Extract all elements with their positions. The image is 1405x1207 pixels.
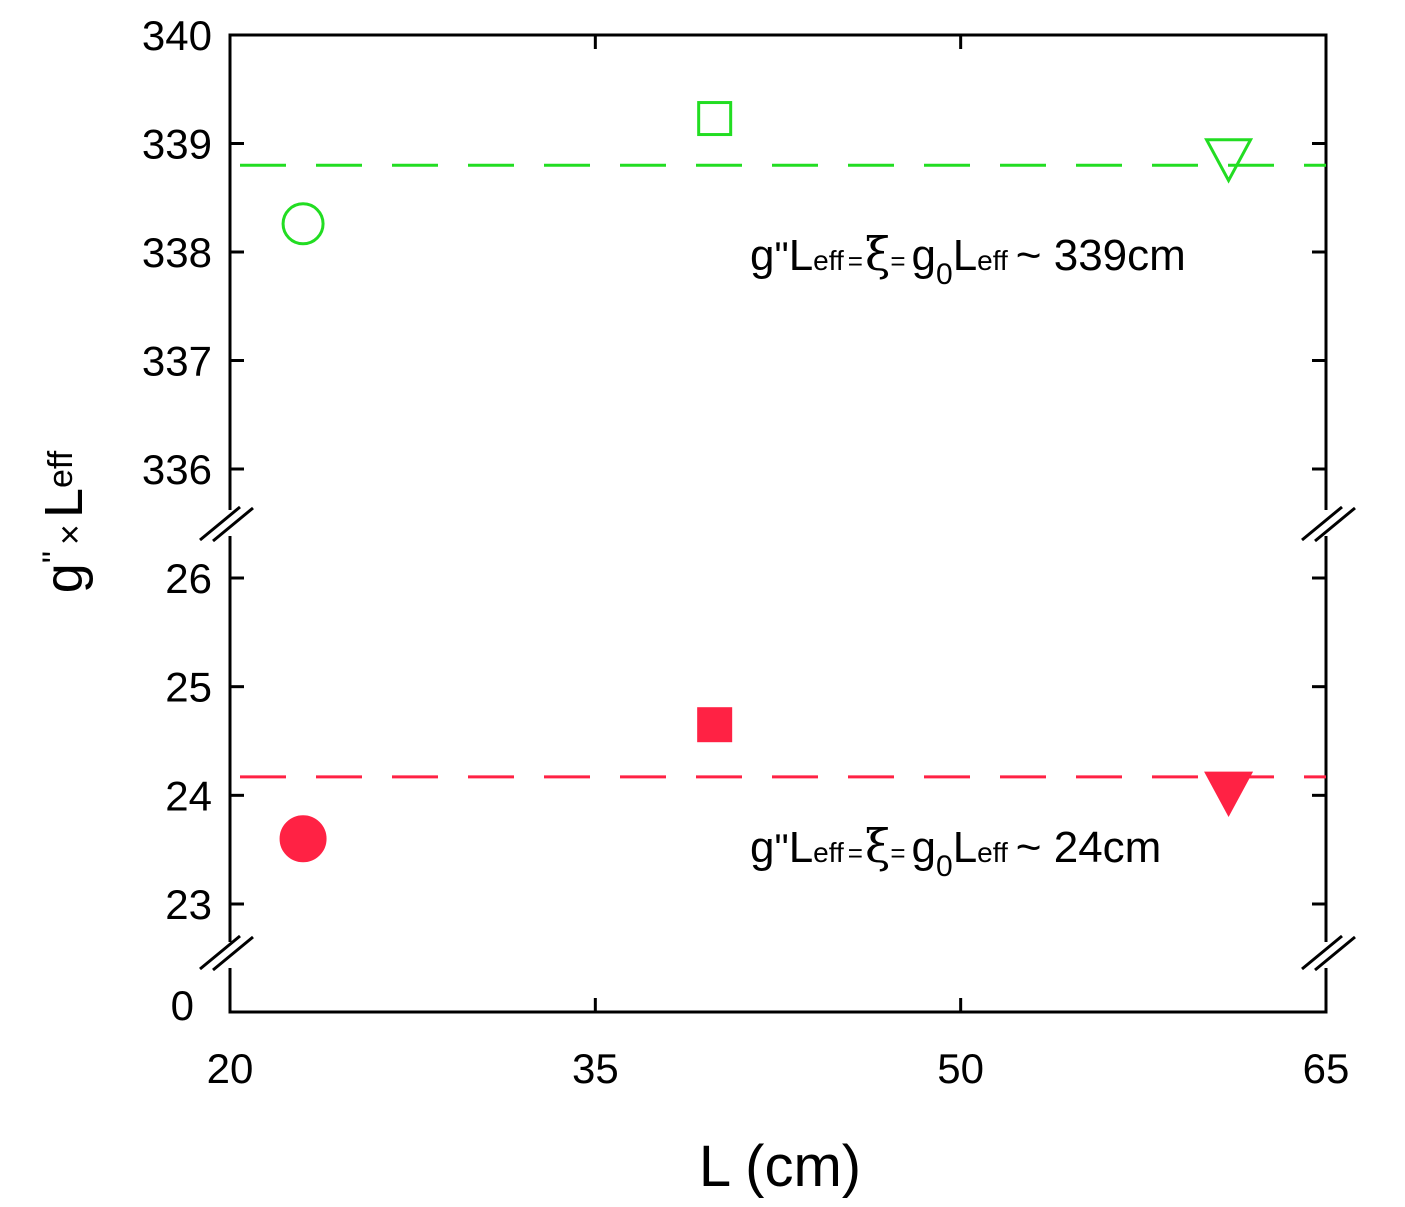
annotation-lower: g"Leff =ξ= g0Leff ~ 24cm <box>750 819 1161 883</box>
y-label-L: L <box>34 488 94 518</box>
y-tick-label: 338 <box>142 229 212 276</box>
axis-break-right-lower <box>1301 934 1356 972</box>
y-tick-label: 23 <box>165 881 212 928</box>
upper-triangle-marker <box>1204 138 1254 184</box>
y-label-times: × <box>49 524 90 545</box>
upper-circle-marker <box>281 202 325 246</box>
y-label-prime: " <box>36 551 74 563</box>
y-tick-label: 25 <box>165 664 212 711</box>
y-label-g: g <box>34 563 94 593</box>
axis-break-left-lower <box>199 934 254 972</box>
x-tick-label: 50 <box>937 1045 984 1092</box>
axis-break-left-upper <box>199 505 254 543</box>
x-axis-label: L (cm) <box>699 1134 861 1199</box>
y-tick-label: 340 <box>142 12 212 59</box>
upper-square-marker <box>697 101 733 137</box>
y-tick-label: 24 <box>165 772 212 819</box>
y-tick-label: 336 <box>142 446 212 493</box>
lower-circle-marker <box>279 815 327 863</box>
y-tick-label: 339 <box>142 121 212 168</box>
x-tick-label: 20 <box>207 1045 254 1092</box>
x-tick-label: 35 <box>572 1045 619 1092</box>
y-axis-label: g" × Leff <box>34 450 94 593</box>
axis-break-right-upper <box>1301 505 1356 543</box>
y-tick-label: 26 <box>165 555 212 602</box>
data-markers <box>279 101 1254 863</box>
x-tick-label: 65 <box>1303 1045 1350 1092</box>
y-label-eff: eff <box>42 450 80 488</box>
svg-text:g"×Leff: g" × Leff <box>34 450 94 593</box>
lower-square-marker <box>697 707 733 743</box>
y-tick-label: 0 <box>171 982 194 1029</box>
lower-triangle-marker <box>1204 771 1254 818</box>
annotation-upper: g"Leff =ξ= g0Leff ~ 339cm <box>750 227 1186 291</box>
axis-ticks <box>228 33 1328 1012</box>
y-tick-label: 337 <box>142 338 212 385</box>
reference-lines <box>230 163 1326 779</box>
